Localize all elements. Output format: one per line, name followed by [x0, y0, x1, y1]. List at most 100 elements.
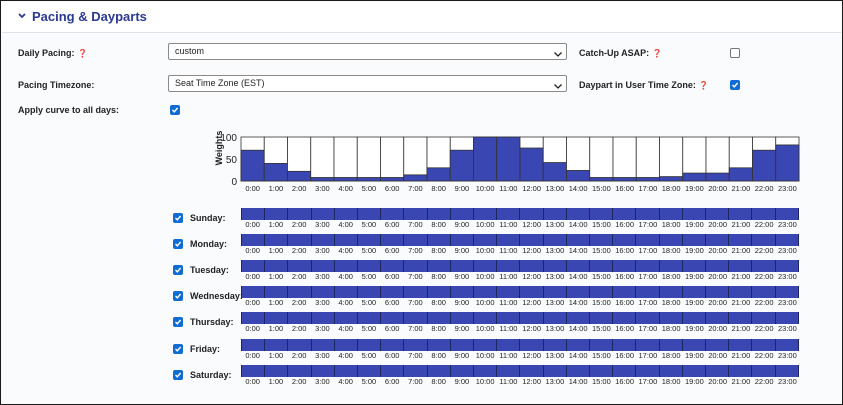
- daypart-cell[interactable]: [566, 286, 591, 299]
- daypart-cell[interactable]: [381, 338, 405, 351]
- daypart-cell[interactable]: [636, 234, 660, 247]
- daypart-cell[interactable]: [636, 312, 660, 325]
- bar[interactable]: [449, 149, 474, 182]
- daypart-cell[interactable]: [706, 338, 730, 351]
- daypart-cell[interactable]: [613, 208, 637, 220]
- daypart-cell[interactable]: [590, 312, 614, 325]
- daypart-strip[interactable]: [241, 208, 799, 220]
- bar[interactable]: [566, 170, 591, 182]
- daypart-cell[interactable]: [659, 312, 683, 325]
- daypart-cell[interactable]: [288, 286, 312, 299]
- bar[interactable]: [473, 136, 498, 182]
- daypart-cell[interactable]: [381, 286, 405, 299]
- daypart-cell[interactable]: [474, 338, 498, 351]
- daypart-cell[interactable]: [543, 338, 567, 351]
- daypart-cell[interactable]: [659, 260, 683, 273]
- bar-slot[interactable]: [333, 136, 358, 182]
- daypart-cell[interactable]: [265, 364, 289, 377]
- bar[interactable]: [589, 177, 614, 182]
- daypart-cell[interactable]: [613, 234, 637, 247]
- daypart-cell[interactable]: [520, 338, 544, 351]
- daypart-cell[interactable]: [775, 234, 799, 247]
- daypart-cell[interactable]: [381, 234, 405, 247]
- daypart-cell[interactable]: [706, 364, 730, 377]
- daypart-cell[interactable]: [404, 312, 428, 325]
- daypart-cell[interactable]: [381, 260, 405, 273]
- daypart-cell[interactable]: [729, 208, 753, 220]
- daypart-cell[interactable]: [659, 234, 683, 247]
- daypart-strip[interactable]: [241, 234, 799, 247]
- daypart-cell[interactable]: [427, 208, 451, 220]
- daypart-cell[interactable]: [334, 208, 359, 220]
- day-checkbox[interactable]: [173, 343, 183, 354]
- daypart-cell[interactable]: [636, 338, 660, 351]
- daypart-cell[interactable]: [334, 286, 359, 299]
- daypart-cell[interactable]: [566, 208, 591, 220]
- daypart-cell[interactable]: [775, 364, 799, 377]
- daypart-cell[interactable]: [450, 234, 475, 247]
- daypart-cell[interactable]: [427, 260, 451, 273]
- daypart-cell[interactable]: [241, 312, 266, 325]
- daypart-cell[interactable]: [659, 364, 683, 377]
- daypart-cell[interactable]: [613, 260, 637, 273]
- daypart-cell[interactable]: [450, 338, 475, 351]
- chevron-down-icon[interactable]: [16, 8, 28, 24]
- daypart-cell[interactable]: [636, 364, 660, 377]
- info-icon[interactable]: ❓: [77, 49, 88, 58]
- daypart-cell[interactable]: [752, 208, 776, 220]
- daypart-cell[interactable]: [682, 312, 707, 325]
- daypart-cell[interactable]: [543, 260, 567, 273]
- bar-slot[interactable]: [403, 136, 428, 182]
- daypart-cell[interactable]: [427, 286, 451, 299]
- daypart-cell[interactable]: [241, 234, 266, 247]
- bar[interactable]: [728, 167, 753, 182]
- daypart-cell[interactable]: [590, 260, 614, 273]
- daypart-cell[interactable]: [311, 312, 335, 325]
- daypart-cell[interactable]: [729, 364, 753, 377]
- day-checkbox[interactable]: [173, 213, 183, 223]
- daypart-cell[interactable]: [288, 234, 312, 247]
- daypart-cell[interactable]: [497, 260, 521, 273]
- daypart-cell[interactable]: [497, 364, 521, 377]
- bar[interactable]: [263, 163, 288, 182]
- daypart-strip[interactable]: [241, 260, 799, 273]
- daypart-cell[interactable]: [474, 234, 498, 247]
- bar[interactable]: [659, 176, 684, 182]
- bar[interactable]: [752, 149, 777, 182]
- daypart-cell[interactable]: [497, 286, 521, 299]
- pacing-timezone-select[interactable]: Seat Time Zone (EST): [168, 75, 567, 92]
- bar[interactable]: [287, 170, 312, 182]
- daypart-cell[interactable]: [590, 208, 614, 220]
- day-checkbox[interactable]: [173, 291, 183, 302]
- daypart-strip[interactable]: [241, 338, 799, 351]
- daypart-cell[interactable]: [543, 286, 567, 299]
- daypart-cell[interactable]: [474, 286, 498, 299]
- daypart-cell[interactable]: [497, 312, 521, 325]
- bar-slot[interactable]: [310, 136, 335, 182]
- bar[interactable]: [519, 147, 544, 182]
- daypart-cell[interactable]: [566, 260, 591, 273]
- daypart-cell[interactable]: [311, 234, 335, 247]
- daypart-cell[interactable]: [381, 208, 405, 220]
- daypart-cell[interactable]: [613, 286, 637, 299]
- daypart-cell[interactable]: [543, 312, 567, 325]
- daypart-cell[interactable]: [497, 338, 521, 351]
- daypart-cell[interactable]: [311, 338, 335, 351]
- daypart-cell[interactable]: [334, 312, 359, 325]
- daypart-cell[interactable]: [775, 260, 799, 273]
- daypart-cell[interactable]: [288, 364, 312, 377]
- daypart-cell[interactable]: [265, 312, 289, 325]
- section-header[interactable]: Pacing & Dayparts: [2, 2, 841, 33]
- daypart-strip[interactable]: [241, 312, 799, 325]
- daypart-cell[interactable]: [590, 364, 614, 377]
- daypart-cell[interactable]: [311, 260, 335, 273]
- daypart-cell[interactable]: [450, 260, 475, 273]
- daypart-cell[interactable]: [474, 260, 498, 273]
- daypart-cell[interactable]: [775, 286, 799, 299]
- daypart-cell[interactable]: [752, 338, 776, 351]
- daypart-cell[interactable]: [241, 364, 266, 377]
- bar[interactable]: [426, 167, 451, 182]
- daypart-cell[interactable]: [404, 260, 428, 273]
- daypart-cell[interactable]: [659, 208, 683, 220]
- daypart-cell[interactable]: [543, 364, 567, 377]
